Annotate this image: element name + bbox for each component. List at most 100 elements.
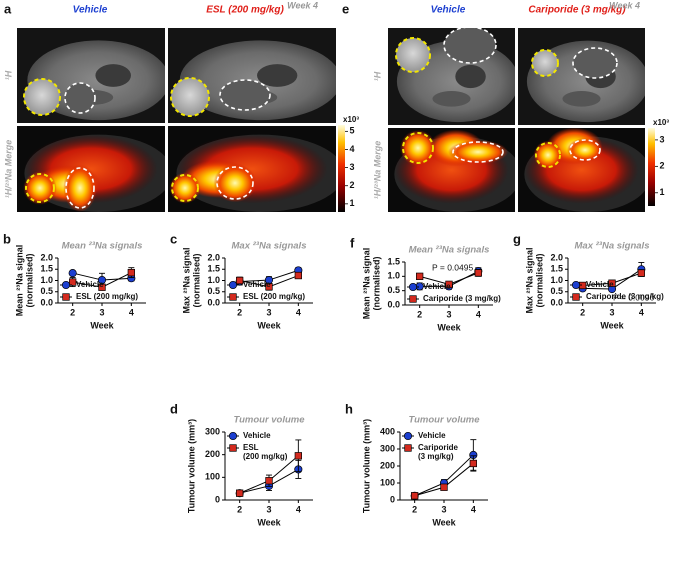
x-axis-label: Week <box>437 322 461 332</box>
x-axis-label: Week <box>90 320 114 330</box>
image-content <box>518 28 645 125</box>
legend-marker <box>403 431 413 441</box>
y-axis-label: (normalised) <box>191 253 201 307</box>
y-tick-label: 400 <box>380 426 395 436</box>
tumour <box>24 79 60 115</box>
merge-image <box>388 128 515 212</box>
colorbar-tick-label: 2 <box>659 161 664 171</box>
y-tick-label: 0.0 <box>387 299 400 309</box>
x-tick-label: 2 <box>70 307 75 317</box>
organ <box>257 64 298 87</box>
data-point <box>69 278 77 286</box>
data-point <box>411 492 419 500</box>
x-axis-label: Week <box>257 320 281 330</box>
y-tick-label: 100 <box>380 477 395 487</box>
roi-organ <box>452 141 504 163</box>
x-tick-label: 3 <box>266 504 271 514</box>
body <box>179 40 336 121</box>
colorbar-tick-label: 4 <box>349 144 354 154</box>
legend-marker <box>572 293 580 301</box>
roi-tumour <box>395 37 431 73</box>
y-tick-label: 0.0 <box>207 297 220 307</box>
hotspot <box>213 163 257 203</box>
image-content <box>168 28 336 123</box>
roi-tumour <box>25 173 55 203</box>
organ <box>432 91 471 107</box>
x-tick-label: 3 <box>609 307 614 317</box>
y-axis-label: (normalised) <box>534 253 544 307</box>
panel-letter: a <box>4 1 12 16</box>
colorbar-tick-label: 3 <box>659 134 664 144</box>
y-tick-label: 0 <box>390 494 395 504</box>
colorbar-tick-label: 2 <box>349 180 354 190</box>
image-content <box>388 28 515 125</box>
annotation: P = 0.0495 <box>432 262 473 272</box>
merge-image <box>17 126 165 212</box>
y-tick-label: 2.0 <box>550 252 563 262</box>
data-point <box>474 269 482 277</box>
y-axis-label: Mean ²³Na signal <box>14 245 24 317</box>
y-tick-label: 0.5 <box>207 286 220 296</box>
hotspot <box>169 172 201 204</box>
chart-title: Max ²³Na signals <box>575 241 650 252</box>
y-tick-label: 2.0 <box>40 252 53 262</box>
hotspot <box>400 130 436 166</box>
y-tick-label: 1.0 <box>550 275 563 285</box>
y-axis-label: Max ²³Na signal <box>181 247 191 313</box>
x-tick-label: 2 <box>412 504 417 514</box>
panel-letter: g <box>513 231 521 246</box>
legend-label: Cariporide (3 mg/kg) <box>418 443 459 461</box>
x-tick-label: 3 <box>99 307 104 317</box>
organ <box>95 64 131 87</box>
body <box>27 40 165 121</box>
roi-organ <box>65 167 95 209</box>
y-tick-label: 200 <box>380 460 395 470</box>
y-axis-label: Max ²³Na signal <box>524 247 534 313</box>
hotspot <box>63 164 97 212</box>
colorbar-tick-label: 1 <box>659 187 664 197</box>
data-point <box>265 283 273 291</box>
merge-image <box>518 128 645 212</box>
y-axis-label: (normalised) <box>24 253 34 307</box>
panel-letter: c <box>170 231 177 246</box>
image-content <box>17 126 165 212</box>
x-tick-label: 2 <box>237 504 242 514</box>
x-tick-label: 4 <box>129 307 134 317</box>
x-tick-label: 4 <box>296 307 301 317</box>
chart-title: Tumour volume <box>408 415 480 426</box>
x-tick-label: 4 <box>476 309 481 319</box>
roi-organ <box>572 47 618 79</box>
image-content <box>17 28 165 123</box>
legend-label: ESL (200 mg/kg) <box>243 443 288 461</box>
data-point <box>294 271 302 280</box>
organ <box>455 64 486 89</box>
roi-tumour <box>171 174 199 202</box>
hotspot <box>448 140 508 164</box>
panel-letter: f <box>350 235 355 250</box>
x-tick-label: 4 <box>471 504 476 514</box>
chart-title: Tumour volume <box>233 415 305 426</box>
y-tick-label: 0 <box>215 494 220 504</box>
y-tick-label: 0.0 <box>40 297 53 307</box>
x-axis-label: Week <box>600 320 624 330</box>
colorbar <box>338 125 345 212</box>
colorbar-tick-label: 3 <box>349 162 354 172</box>
week-label: Week 4 <box>287 0 318 10</box>
y-tick-label: 2.0 <box>207 252 220 262</box>
row-label: ¹H/²³Na Merge <box>3 140 13 199</box>
hotspot <box>533 140 563 170</box>
data-point <box>440 483 448 491</box>
organ <box>562 91 601 107</box>
tumour <box>532 50 558 76</box>
legend-label: Vehicle <box>418 431 446 440</box>
y-axis-label: Tumour volume (mm³) <box>361 419 371 513</box>
data-point <box>469 459 477 468</box>
legend-marker <box>408 282 418 292</box>
data-point <box>265 477 273 485</box>
legend-marker <box>404 444 412 452</box>
mri-image <box>518 28 645 125</box>
data-point <box>294 452 302 460</box>
y-tick-label: 300 <box>205 426 220 436</box>
colorbar-tick-label: 5 <box>349 126 354 136</box>
image-content <box>388 128 515 212</box>
